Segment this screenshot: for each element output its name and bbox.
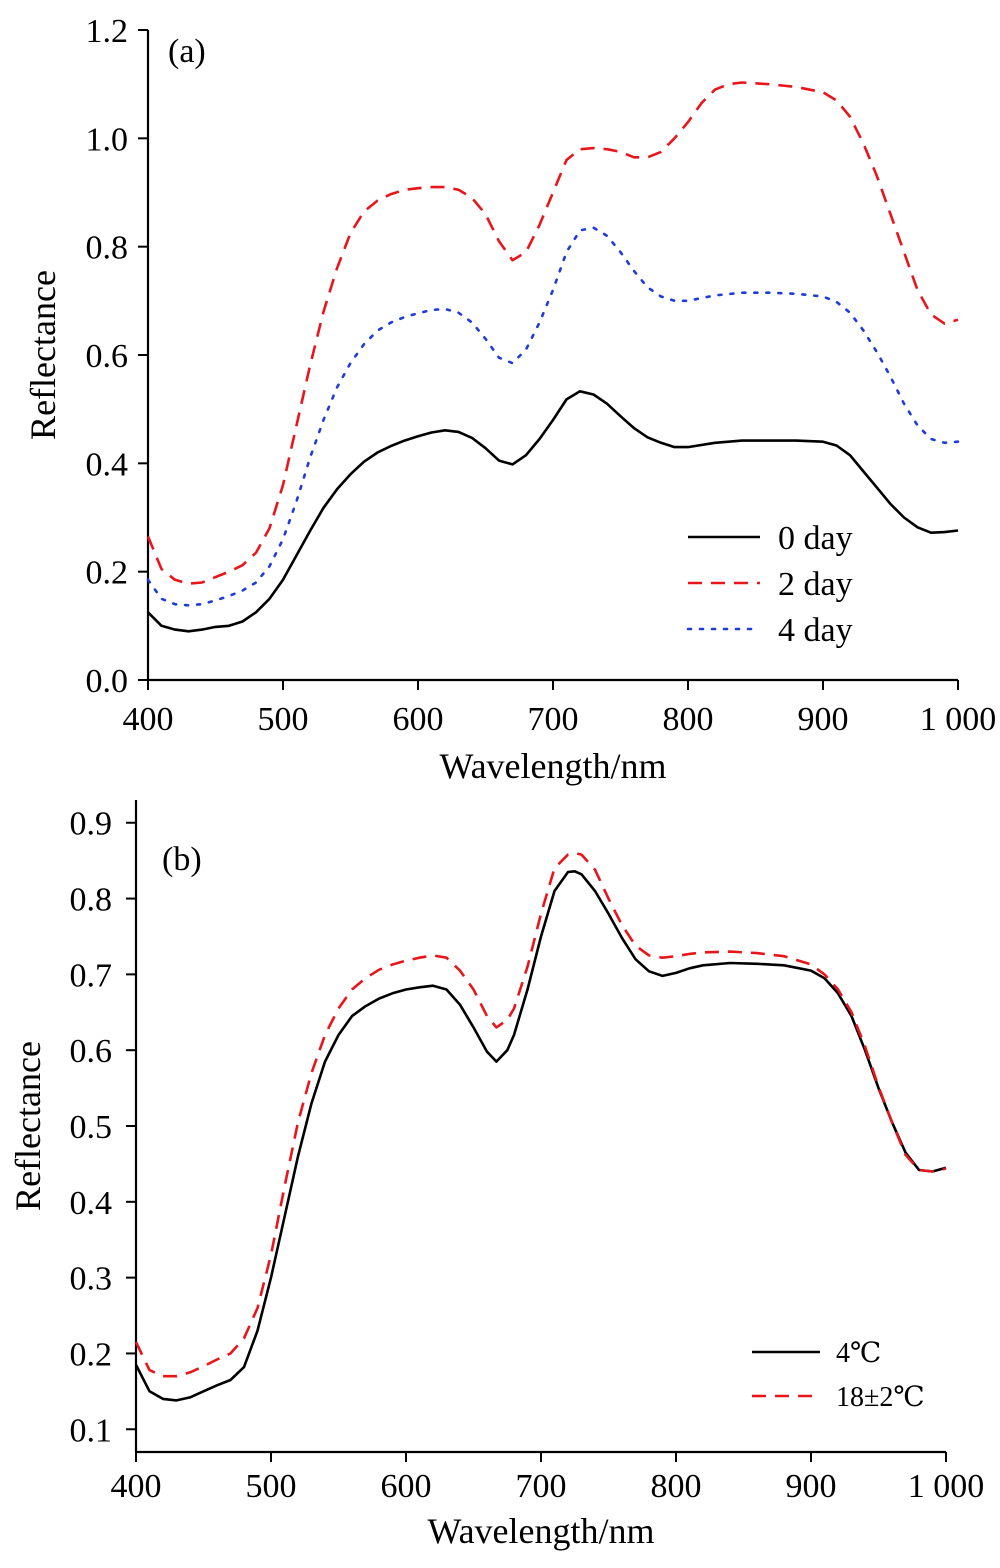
x-tick-label: 700 — [516, 1468, 567, 1505]
y-tick-label: 0.2 — [86, 555, 129, 592]
y-tick-label: 0.4 — [86, 446, 129, 483]
chart-panel-0: 400 500 600 700 800 900 1 000 0.0 0.2 0.4 0.6 0.8 1.… — [23, 13, 996, 786]
y-tick-label: 1.2 — [86, 13, 129, 50]
y-tick-label: 0.9 — [70, 806, 113, 843]
x-tick-label: 900 — [786, 1468, 837, 1505]
legend: 4℃ 18±2℃ — [752, 1338, 925, 1413]
legend-label: 0 day — [778, 520, 853, 557]
y-tick-label: 0.6 — [86, 338, 129, 375]
legend-label: 2 day — [778, 566, 853, 603]
x-tick-label: 800 — [651, 1468, 702, 1505]
y-tick-label: 0.0 — [86, 663, 129, 700]
x-tick-label: 700 — [528, 701, 579, 738]
panel-label: (b) — [162, 841, 202, 878]
y-tick-label: 0.3 — [70, 1261, 113, 1298]
x-tick-label: 1 000 — [908, 1468, 985, 1505]
y-tick-label: 0.2 — [70, 1336, 113, 1373]
x-tick-label: 400 — [111, 1468, 162, 1505]
legend-label: 18±2℃ — [836, 1382, 925, 1413]
y-tick-label: 0.4 — [70, 1185, 113, 1222]
y-tick-label: 0.7 — [70, 957, 113, 994]
series-line-0 — [147, 389, 959, 633]
x-tick-label: 400 — [123, 701, 174, 738]
legend-label: 4 day — [778, 612, 853, 649]
x-tick-label: 600 — [393, 701, 444, 738]
y-axis-title: Reflectance — [8, 1041, 48, 1211]
x-axis-title: Wavelength/nm — [439, 746, 666, 786]
legend: 0 day 2 day 4 day — [686, 520, 853, 649]
y-tick-label: 0.1 — [70, 1412, 113, 1449]
series-line-1 — [146, 81, 959, 585]
y-tick-label: 0.6 — [70, 1033, 113, 1070]
y-axis-title: Reflectance — [23, 270, 63, 440]
x-tick-label: 900 — [798, 701, 849, 738]
x-tick-label: 500 — [246, 1468, 297, 1505]
series-line-2 — [146, 226, 960, 607]
x-tick-label: 500 — [258, 701, 309, 738]
y-tick-label: 0.5 — [70, 1109, 113, 1146]
x-tick-label: 800 — [663, 701, 714, 738]
series-line-1 — [134, 851, 947, 1378]
series-line-0 — [134, 869, 947, 1402]
legend-label: 4℃ — [836, 1338, 881, 1369]
chart-panel-1: 400 500 600 700 800 900 1 000 0.1 0.2 0.3 0.4 0.5 0.… — [8, 800, 984, 1551]
panel-label: (a) — [168, 33, 206, 70]
y-tick-label: 0.8 — [70, 882, 113, 919]
y-tick-label: 1.0 — [86, 121, 129, 158]
y-tick-label: 0.8 — [86, 230, 129, 267]
x-axis-title: Wavelength/nm — [427, 1511, 654, 1551]
x-tick-label: 1 000 — [920, 701, 997, 738]
x-tick-label: 600 — [381, 1468, 432, 1505]
